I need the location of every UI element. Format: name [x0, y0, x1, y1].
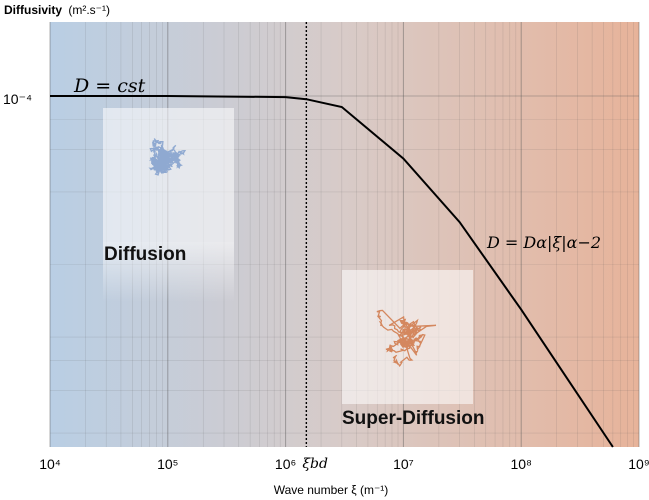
x-tick-label: 10⁷ [393, 456, 414, 472]
superdiffusion-label: Super-Diffusion [342, 408, 485, 429]
diffusion-inset: Diffusion [103, 108, 234, 302]
x-tick-label: 10⁵ [157, 456, 178, 472]
diffusion-label: Diffusion [104, 244, 186, 265]
y-tick-label: 10⁻⁴ [3, 91, 32, 107]
x-tick-label: 10⁶ [275, 456, 296, 472]
crossover-label: ξbd [302, 456, 328, 472]
superdiffusion-inset: Super-Diffusion [342, 270, 485, 429]
diffusion-inset-reflection [103, 242, 234, 302]
x-tick-labels: 10⁴ 10⁵ 10⁶ 10⁷ 10⁸ 10⁹ [39, 456, 649, 472]
x-axis-title: Wave number ξ (m⁻¹) [274, 483, 389, 497]
diffusion-trajectory [148, 138, 187, 176]
superdiffusion-trajectory [376, 309, 437, 367]
x-tick-label: 10⁸ [510, 456, 532, 472]
x-tick-label: 10⁴ [39, 456, 61, 472]
diffusion-inset-panel [103, 108, 234, 242]
y-axis-title: Diffusivity (m².s⁻¹) [4, 3, 110, 17]
diffusivity-curve [50, 95, 614, 448]
x-tick-label: 10⁹ [628, 456, 649, 472]
plateau-equation: D = cst [73, 75, 146, 97]
powerlaw-equation: D = Dα|ξ|α−2 [486, 233, 601, 252]
